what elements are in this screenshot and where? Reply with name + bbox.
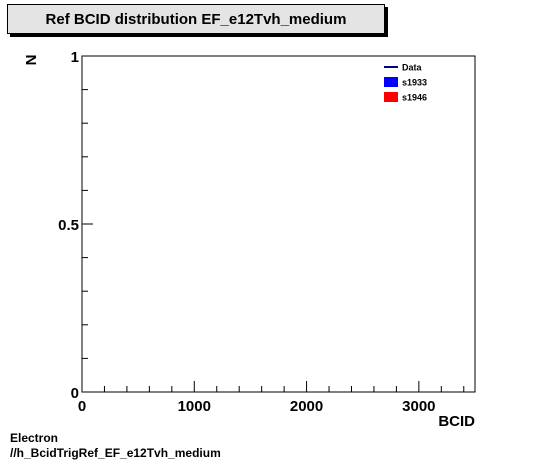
x-axis-label: BCID <box>438 413 475 430</box>
chart-title-text: Ref BCID distribution EF_e12Tvh_medium <box>45 10 347 28</box>
footer-category: Electron <box>10 431 59 445</box>
legend-swatch-fill <box>384 77 398 87</box>
y-axis-tick-labels: 00.51 <box>58 49 79 402</box>
y-tick-label: 0 <box>71 385 79 402</box>
x-axis-tick-labels: 0 1000 2000 3000 <box>78 398 436 415</box>
legend: Data s1933 s1946 <box>384 63 427 103</box>
y-tick-label: 0.5 <box>58 217 79 234</box>
legend-label: s1933 <box>402 78 427 88</box>
legend-label: s1946 <box>402 93 427 103</box>
x-tick-label: 2000 <box>290 398 323 415</box>
legend-swatch-fill <box>384 92 398 102</box>
y-axis-label: N <box>23 55 40 66</box>
x-tick-label: 1000 <box>178 398 211 415</box>
plot-frame <box>81 55 476 393</box>
x-tick-label: 0 <box>78 398 86 415</box>
x-axis-ticks <box>81 381 465 392</box>
footer-histogram-path: //h_BcidTrigRef_EF_e12Tvh_medium <box>10 446 221 460</box>
y-tick-label: 1 <box>71 49 79 66</box>
legend-label: Data <box>402 63 423 73</box>
y-axis-ticks <box>82 55 93 393</box>
x-tick-label: 3000 <box>402 398 435 415</box>
chart-title: Ref BCID distribution EF_e12Tvh_medium <box>7 4 385 34</box>
